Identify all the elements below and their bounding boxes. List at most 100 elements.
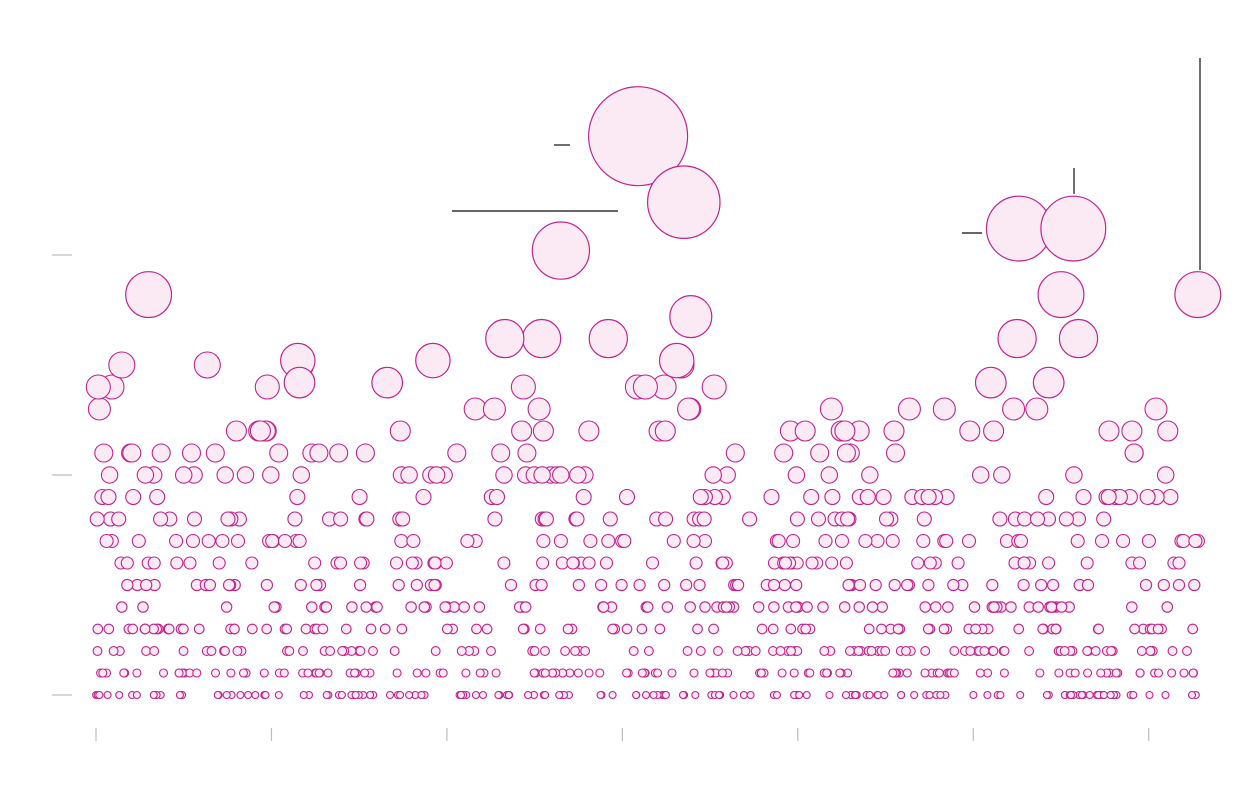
- bubble-point: [259, 668, 269, 678]
- bubble-point: [175, 690, 184, 700]
- bubble-point: [920, 668, 930, 678]
- bubble-point: [866, 601, 879, 613]
- bubble-point: [661, 601, 674, 613]
- bubble-point: [1070, 533, 1085, 549]
- bubble-point: [108, 351, 136, 379]
- bubble-point: [181, 443, 202, 463]
- bubble-point: [1129, 623, 1140, 635]
- bubble-point: [970, 623, 981, 635]
- bubble-point: [876, 601, 888, 613]
- bubble-point: [1129, 690, 1138, 700]
- bubble-point: [641, 690, 651, 700]
- bubble-point: [1176, 533, 1191, 549]
- bubble-point: [562, 623, 574, 635]
- bubble-point: [421, 668, 431, 678]
- bubble-point: [89, 511, 105, 527]
- bubble-point: [560, 646, 571, 656]
- bubble-point: [1042, 690, 1051, 700]
- bubble-point: [844, 646, 855, 656]
- bubble-point: [536, 556, 550, 570]
- bubble-point: [371, 601, 383, 613]
- bubble-point: [351, 488, 368, 506]
- bubble-point: [163, 623, 175, 635]
- bubble-point: [836, 443, 856, 463]
- bubble-point: [971, 466, 990, 484]
- bubble-point: [969, 690, 978, 700]
- bubble-point: [193, 623, 205, 635]
- bubble-point: [119, 668, 129, 678]
- bubble-point: [306, 601, 318, 613]
- bubble-point: [1094, 533, 1110, 549]
- bubble-point: [141, 646, 152, 656]
- bubble-point: [385, 690, 395, 700]
- bubble-point: [274, 690, 283, 700]
- bubble-point: [517, 443, 537, 463]
- bubble-point: [863, 623, 875, 635]
- bubble-point: [938, 623, 950, 635]
- bubble-point: [965, 646, 976, 656]
- bubble-point: [596, 690, 605, 700]
- bubble-point: [185, 533, 201, 549]
- bubble-point: [92, 623, 104, 635]
- bubble-point: [1016, 690, 1025, 700]
- bubble-point: [582, 556, 596, 570]
- bubble-point: [533, 466, 551, 484]
- bubble-point: [405, 690, 414, 700]
- bubble-point: [340, 623, 352, 635]
- bubble-point: [859, 488, 876, 506]
- bubble-point: [491, 668, 501, 678]
- bubble-point: [772, 690, 782, 700]
- bubble-point: [756, 668, 766, 678]
- bubble-point: [410, 578, 423, 592]
- bubble-point: [810, 443, 830, 463]
- bubble-point: [540, 668, 550, 678]
- bubble-point: [682, 646, 693, 656]
- bubble-point: [691, 690, 700, 700]
- bubble-point: [287, 511, 303, 527]
- bubble-point: [851, 690, 860, 700]
- bubble-point: [1145, 690, 1154, 700]
- bubble-point: [497, 556, 511, 570]
- bubble-point: [308, 556, 322, 570]
- bubble-point: [790, 578, 803, 592]
- bubble-point: [684, 601, 696, 613]
- bubble-point: [412, 668, 422, 678]
- bubble-point: [1182, 646, 1192, 656]
- bubble-point: [371, 366, 404, 399]
- bubble-point: [947, 578, 960, 592]
- bubble-point: [717, 668, 727, 678]
- bubble-point: [602, 511, 618, 527]
- bubble-point: [1070, 668, 1080, 678]
- bubble-point: [628, 646, 639, 656]
- bubble-point: [949, 646, 960, 656]
- bubble-point: [750, 646, 761, 656]
- bubble-point: [795, 690, 804, 700]
- bubble-point: [968, 601, 981, 613]
- bubble-point: [842, 578, 855, 592]
- bubble-point: [368, 646, 378, 656]
- bubble-point: [1035, 668, 1045, 678]
- bubble-point: [222, 690, 231, 700]
- bubble-point: [1152, 623, 1164, 635]
- bubble-point: [99, 533, 114, 549]
- bubble-point: [996, 690, 1005, 700]
- bubble-point: [1188, 578, 1201, 592]
- bubble-point: [888, 578, 901, 592]
- bubble-point: [415, 488, 432, 506]
- bubble-point: [1157, 578, 1170, 592]
- bubble-point: [289, 488, 306, 506]
- bubble-point: [153, 511, 169, 527]
- bubble-point: [317, 623, 329, 635]
- bubble-point: [365, 623, 377, 635]
- bubble-point: [281, 623, 293, 635]
- bubble-point: [456, 690, 466, 700]
- bubble-point: [1156, 466, 1175, 484]
- bubble-point: [229, 623, 240, 635]
- bubble-point: [491, 443, 511, 463]
- bubble-point: [379, 623, 391, 635]
- bubble-point: [825, 556, 839, 570]
- bubble-point: [322, 690, 331, 700]
- bubble-point: [942, 601, 954, 613]
- bubble-point: [861, 466, 879, 484]
- bubble-point: [875, 488, 892, 506]
